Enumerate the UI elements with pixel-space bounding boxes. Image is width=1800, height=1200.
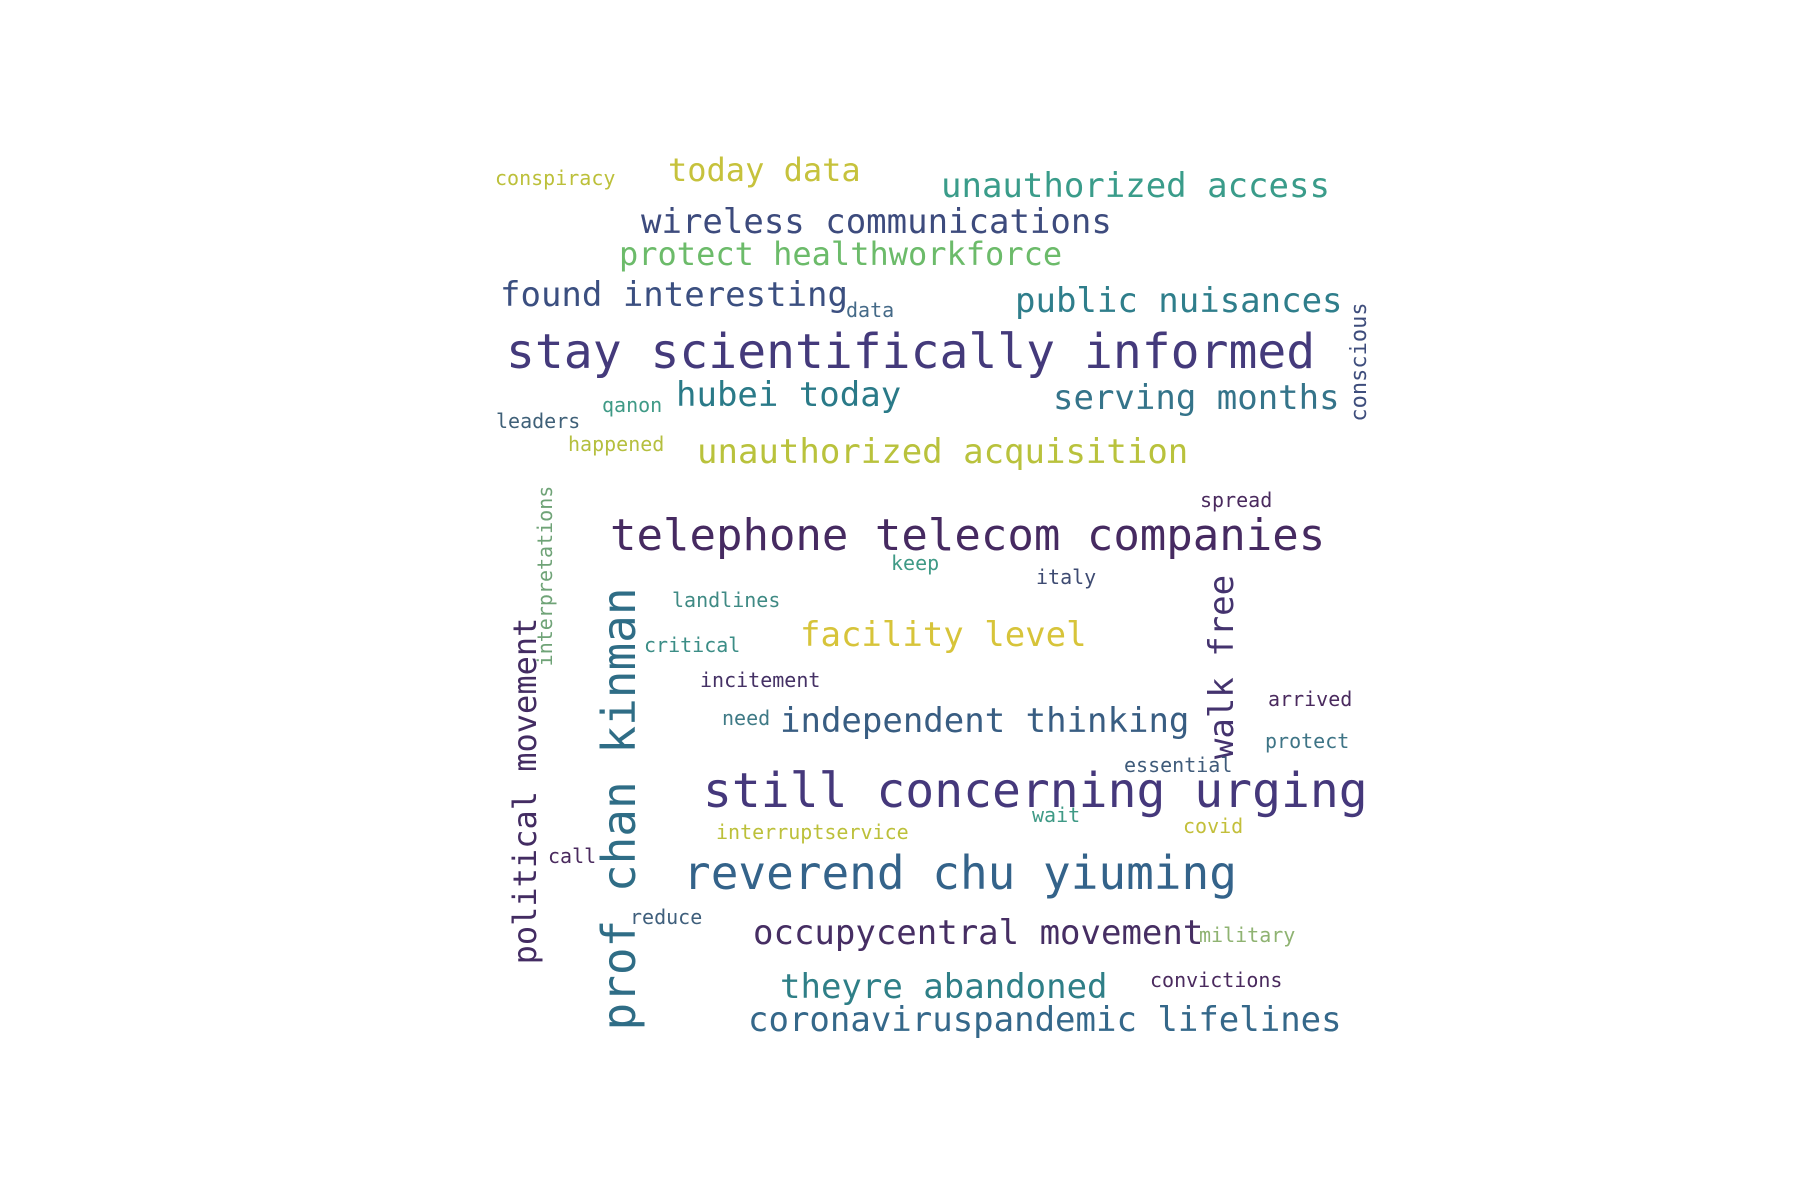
word-critical: critical <box>644 633 741 657</box>
word-arrived: arrived <box>1268 687 1353 711</box>
word-serving-months: serving months <box>1053 378 1340 418</box>
word-happened: happened <box>568 432 665 456</box>
word-still-concerning-urging: still concerning urging <box>703 763 1368 819</box>
word-political-movement: political movement <box>506 617 544 965</box>
word-italy: italy <box>1036 565 1097 589</box>
word-military: military <box>1199 923 1296 947</box>
word-qanon: qanon <box>602 393 663 417</box>
word-today-data: today data <box>668 151 861 189</box>
word-theyre-abandoned: theyre abandoned <box>780 967 1108 1007</box>
word-stay-scientifically-informed: stay scientifically informed <box>506 324 1316 380</box>
word-found-interesting: found interesting <box>500 275 848 315</box>
word-spread: spread <box>1200 488 1273 512</box>
word-protect: protect <box>1265 729 1350 753</box>
word-incitement: incitement <box>700 668 821 692</box>
word-protect-healthworkforce: protect healthworkforce <box>619 235 1063 273</box>
word-landlines: landlines <box>672 588 781 612</box>
word-unauthorized-access: unauthorized access <box>941 166 1330 206</box>
word-facility-level: facility level <box>800 615 1087 655</box>
word-covid: covid <box>1183 814 1244 838</box>
word-leaders: leaders <box>496 409 581 433</box>
word-essential: essential <box>1124 753 1233 777</box>
word-independent-thinking: independent thinking <box>780 701 1190 741</box>
word-reduce: reduce <box>630 905 703 929</box>
word-reverend-chu-yiuming: reverend chu yiuming <box>683 846 1237 900</box>
word-conspiracy: conspiracy <box>495 166 616 190</box>
word-data: data <box>846 298 895 322</box>
word-unauthorized-acquisition: unauthorized acquisition <box>697 432 1189 472</box>
word-occupycentral-movement: occupycentral movement <box>753 913 1204 953</box>
word-public-nuisances: public nuisances <box>1015 281 1343 321</box>
word-interruptservice: interruptservice <box>716 820 909 844</box>
word-call: call <box>548 844 597 868</box>
word-wait: wait <box>1032 803 1081 827</box>
word-coronaviruspandemic-lifelines: coronaviruspandemic lifelines <box>748 1000 1342 1040</box>
word-convictions: convictions <box>1150 968 1283 992</box>
word-telephone-telecom-companies: telephone telecom companies <box>610 510 1326 561</box>
word-conscious: conscious <box>1347 302 1372 422</box>
word-keep: keep <box>891 551 940 575</box>
word-hubei-today: hubei today <box>676 375 902 415</box>
word-need: need <box>722 706 771 730</box>
word-prof-chan-kinman: prof chan kinman <box>592 587 646 1031</box>
word-wireless-communications: wireless communications <box>641 202 1112 242</box>
word-walk-free: walk free <box>1202 574 1242 760</box>
